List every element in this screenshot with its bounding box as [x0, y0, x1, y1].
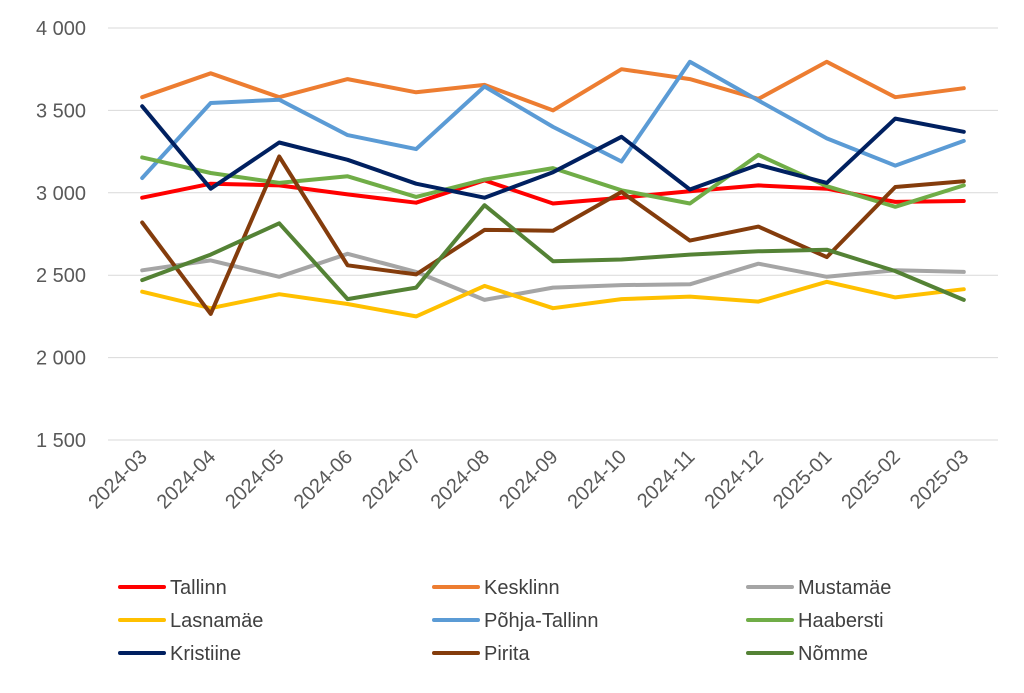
- y-tick-label: 2 000: [36, 348, 86, 370]
- legend-label-p-hja-tallinn: Põhja-Tallinn: [484, 610, 599, 632]
- y-tick-label: 2 500: [36, 265, 86, 287]
- x-tick-label: 2024-03: [84, 446, 151, 513]
- series-line-tallinn: [140, 178, 966, 206]
- series-line-haabersti: [140, 152, 966, 209]
- x-tick-label: 2024-06: [290, 446, 357, 513]
- legend-label-kristiine: Kristiine: [170, 643, 241, 665]
- x-tick-label: 2024-08: [427, 446, 494, 513]
- legend: Tallinn Kesklinn Mustamäe Lasnamäe Põhja-Tal…: [118, 577, 891, 665]
- x-tick-label: 2024-04: [153, 446, 220, 513]
- x-tick-label: 2024-05: [221, 446, 288, 513]
- series-line-pirita: [140, 154, 966, 316]
- y-axis-ticks: 1 500 2 000 2 500 3 000 3 500 4 000: [36, 18, 86, 452]
- series-line-lasnam-e: [140, 279, 966, 319]
- x-tick-label: 2024-11: [633, 446, 699, 512]
- series-line-mustam-e: [140, 251, 966, 302]
- legend-label-tallinn: Tallinn: [170, 577, 227, 599]
- series-lines: [140, 59, 966, 319]
- legend-label-n-mme: Nõmme: [798, 643, 868, 665]
- legend-label-lasnam-e: Lasnamäe: [170, 610, 263, 632]
- legend-label-pirita: Pirita: [484, 643, 530, 665]
- y-tick-label: 1 500: [36, 430, 86, 452]
- x-tick-label: 2024-09: [495, 446, 562, 513]
- series-line-p-hja-tallinn: [140, 59, 966, 180]
- x-tick-label: 2025-02: [837, 446, 904, 513]
- x-tick-label: 2024-07: [358, 446, 425, 513]
- x-tick-label: 2025-01: [769, 446, 836, 513]
- legend-label-haabersti: Haabersti: [798, 610, 884, 632]
- y-tick-label: 3 000: [36, 183, 86, 205]
- x-tick-label: 2025-03: [906, 446, 973, 513]
- series-line-n-mme: [140, 203, 966, 302]
- y-tick-label: 4 000: [36, 18, 86, 40]
- x-axis-ticks: 2024-03 2024-04 2024-05 2024-06 2024-07 2024-…: [84, 446, 973, 513]
- gridlines: [108, 27, 998, 441]
- series-line-kristiine: [140, 104, 966, 200]
- y-tick-label: 3 500: [36, 100, 86, 122]
- x-tick-label: 2024-10: [564, 446, 631, 513]
- legend-label-kesklinn: Kesklinn: [484, 577, 560, 599]
- x-tick-label: 2024-12: [700, 446, 767, 513]
- series-line-kesklinn: [140, 59, 966, 113]
- legend-label-mustam-e: Mustamäe: [798, 577, 891, 599]
